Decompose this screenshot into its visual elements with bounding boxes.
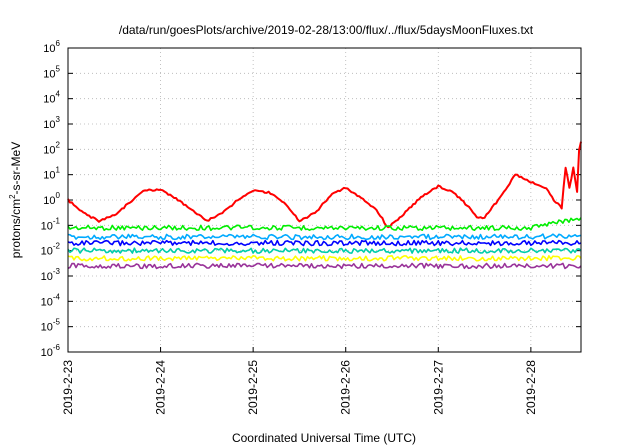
x-tick-label: 2019-2-23 bbox=[61, 360, 75, 415]
y-tick-label: 101 bbox=[43, 166, 60, 182]
x-tick-label: 2019-2-24 bbox=[154, 360, 168, 415]
y-tick-label: 10-5 bbox=[41, 318, 61, 334]
y-tick-labels: 10-6 10-5 10-4 10-3 10-2 10-1 100 101 102 103 104 1… bbox=[41, 39, 61, 359]
y-axis-label-sup: 2 bbox=[8, 194, 17, 199]
y-axis-label-base: protons/cm bbox=[9, 199, 23, 258]
x-tick-label: 2019-2-26 bbox=[339, 360, 353, 415]
y-tick-label: 10-4 bbox=[41, 292, 61, 308]
x-tick-label: 2019-2-25 bbox=[246, 360, 260, 415]
plot-frame bbox=[67, 47, 582, 353]
series-group bbox=[67, 141, 582, 270]
series-line-1 bbox=[67, 141, 582, 229]
grid bbox=[67, 47, 581, 353]
y-axis-label: protons/cm2-s-sr-MeV bbox=[8, 142, 23, 258]
y-tick-label: 104 bbox=[43, 90, 60, 106]
x-tick-label: 2019-2-28 bbox=[524, 360, 538, 415]
series-line-6 bbox=[67, 255, 582, 262]
y-tick-label: 106 bbox=[43, 39, 60, 55]
series-line-7 bbox=[67, 262, 582, 270]
y-tick-label: 10-3 bbox=[41, 267, 61, 283]
y-tick-label: 103 bbox=[43, 115, 60, 131]
y-axis-label-rest: -s-sr-MeV bbox=[9, 142, 23, 195]
y-tick-label: 102 bbox=[43, 140, 60, 156]
x-tick-label: 2019-2-27 bbox=[431, 360, 445, 415]
x-axis-label: Coordinated Universal Time (UTC) bbox=[232, 431, 416, 445]
chart-title: /data/run/goesPlots/archive/2019-02-28/1… bbox=[119, 23, 534, 37]
x-tick-labels: 2019-2-23 2019-2-24 2019-2-25 2019-2-26 2019… bbox=[61, 360, 538, 415]
series-line-2 bbox=[67, 217, 582, 232]
series-line-4 bbox=[67, 239, 582, 247]
y-tick-label: 100 bbox=[43, 191, 60, 207]
y-tick-label: 10-2 bbox=[41, 242, 61, 258]
series-line-3 bbox=[67, 233, 582, 241]
series-line-5 bbox=[67, 247, 582, 254]
y-tick-label: 10-6 bbox=[41, 343, 61, 359]
y-tick-label: 105 bbox=[43, 64, 60, 80]
y-tick-label: 10-1 bbox=[41, 216, 61, 232]
